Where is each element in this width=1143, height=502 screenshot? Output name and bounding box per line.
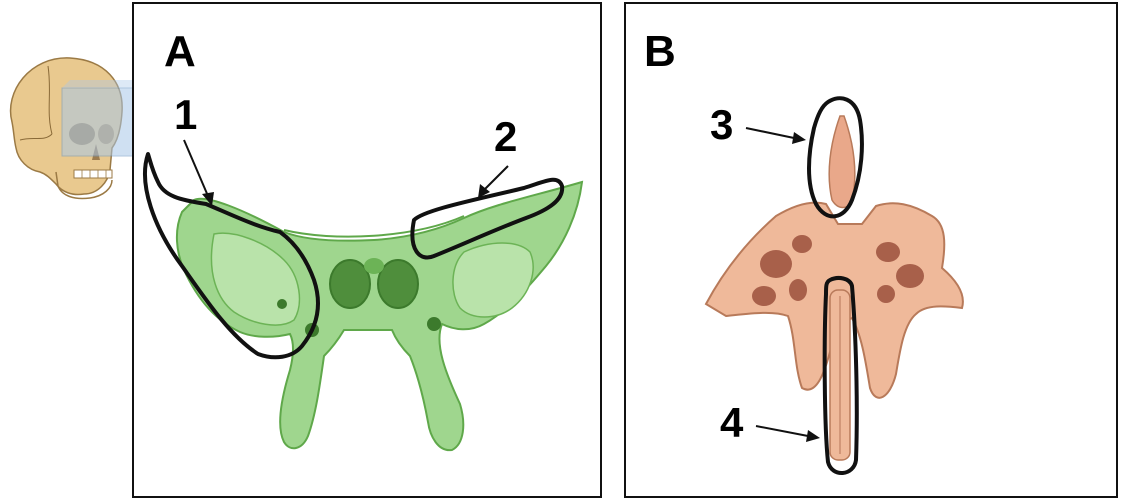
- panel-a: A 1 2: [132, 2, 602, 498]
- skull-orientation-thumbnail: [0, 52, 140, 202]
- skull-coronal-plane-icon: [9, 57, 135, 200]
- panel-letter-b: B: [644, 27, 676, 76]
- label-3: 3: [710, 101, 734, 148]
- panel-letter-a: A: [164, 27, 196, 76]
- sphenoid-bone-icon: [143, 139, 584, 452]
- label-1: 1: [174, 91, 198, 138]
- ethmoid-bone-icon: [704, 96, 964, 475]
- panel-b: B 3 4: [624, 2, 1118, 498]
- label-2: 2: [494, 113, 518, 160]
- label-4: 4: [720, 399, 744, 446]
